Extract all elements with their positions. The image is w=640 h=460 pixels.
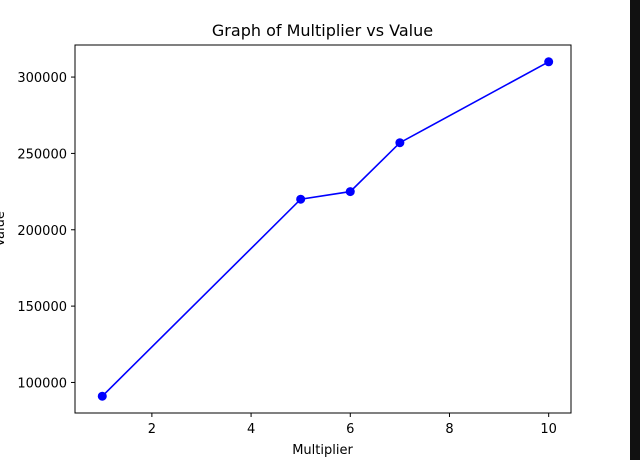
y-axis-label: Value <box>0 211 8 247</box>
data-point <box>296 194 306 204</box>
y-tick-label: 200000 <box>17 224 67 239</box>
plot-frame <box>74 44 572 414</box>
x-axis-label: Multiplier <box>292 443 353 458</box>
side-panel <box>630 0 640 460</box>
x-tick-label: 8 <box>445 422 453 437</box>
data-point <box>395 138 405 148</box>
x-tick-label: 6 <box>346 422 354 437</box>
chart-title: Graph of Multiplier vs Value <box>212 21 433 40</box>
y-tick-label: 100000 <box>17 376 67 391</box>
x-axis: 2 4 6 8 10 <box>148 413 557 437</box>
data-point <box>544 57 554 67</box>
data-point <box>345 187 355 197</box>
y-tick-label: 300000 <box>17 71 67 86</box>
y-tick-label: 250000 <box>17 147 67 162</box>
x-tick-label: 10 <box>540 422 557 437</box>
x-tick-label: 2 <box>148 422 156 437</box>
x-tick-label: 4 <box>247 422 255 437</box>
series-layer <box>97 57 554 401</box>
series-line <box>101 61 550 397</box>
y-tick-label: 150000 <box>17 300 67 315</box>
data-point <box>97 391 107 401</box>
y-axis: 100000 150000 200000 250000 300000 <box>17 71 75 391</box>
